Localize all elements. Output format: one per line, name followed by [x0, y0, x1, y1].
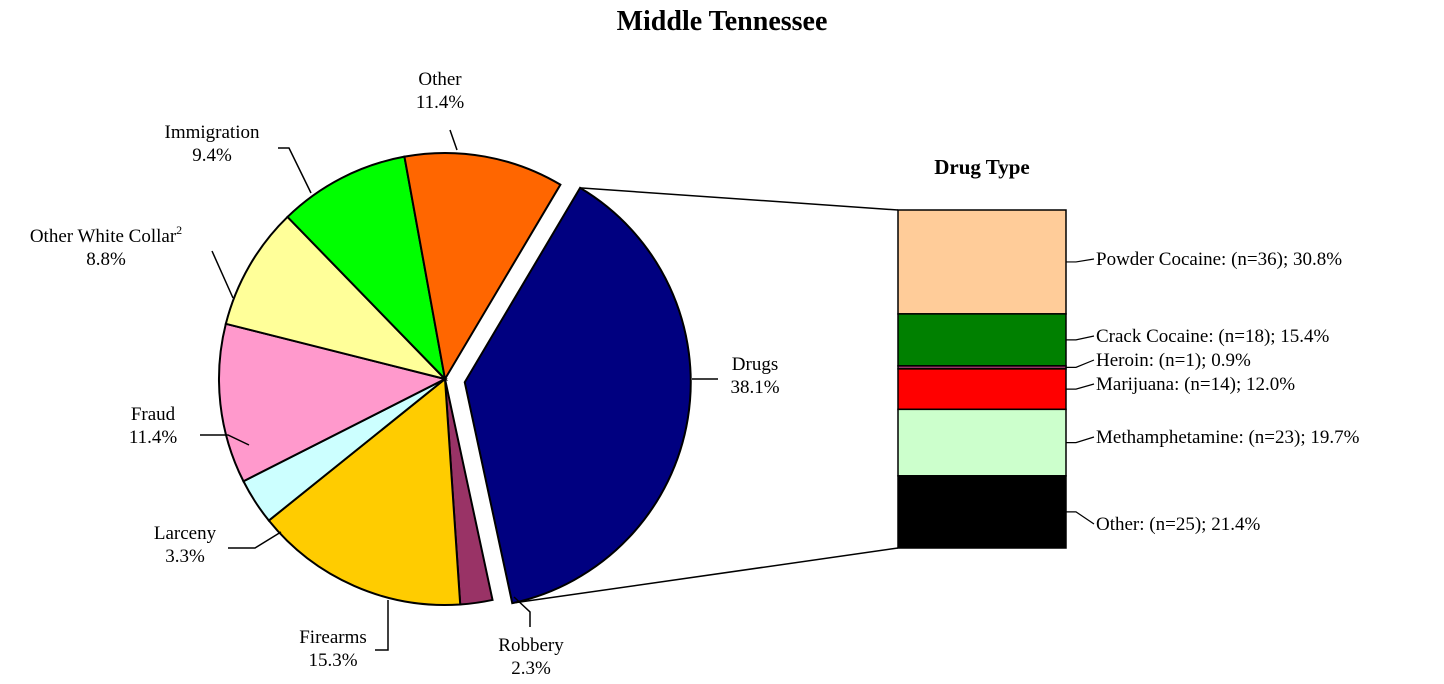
slice-label-larceny: Larceny — [154, 523, 217, 544]
pie-slice-other-white-collar — [224, 215, 449, 381]
pie-slice-firearms — [267, 377, 462, 606]
slice-label-superscript: 2 — [176, 223, 182, 237]
slice-value-immigration: 9.4% — [192, 145, 232, 166]
slice-value-other: 11.4% — [416, 92, 465, 113]
bar-label-marijuana: Marijuana: (n=14); 12.0% — [1096, 374, 1295, 395]
leader-line-fraud — [200, 434, 250, 446]
bar-label-powder-cocaine: Powder Cocaine: (n=36); 30.8% — [1096, 249, 1342, 270]
slice-label-drugs: Drugs — [732, 354, 778, 375]
leader-line-other-white-collar — [211, 250, 234, 299]
pie-slice-fraud — [218, 322, 448, 483]
slice-label-robbery: Robbery — [498, 635, 564, 656]
leader-line-larceny — [228, 531, 282, 549]
slice-value-robbery: 2.3% — [511, 658, 551, 679]
slice-label-other: Other — [418, 69, 462, 90]
pie-to-bar-connectors — [512, 187, 899, 604]
bar-leader-heroin — [1066, 359, 1095, 368]
bar-segment-powder-cocaine — [897, 209, 1067, 315]
slice-value-fraud: 11.4% — [129, 427, 178, 448]
bar-label-heroin: Heroin: (n=1); 0.9% — [1096, 350, 1251, 371]
slice-label-fraud: Fraud — [131, 404, 176, 425]
connector-bottom — [512, 547, 899, 604]
slice-value-other-white-collar: 8.8% — [86, 249, 126, 270]
chart-title: Middle Tennessee — [616, 6, 828, 37]
leader-line-immigration — [278, 147, 312, 194]
bar-leader-methamphetamine — [1066, 436, 1095, 444]
slice-value-firearms: 15.3% — [308, 650, 357, 671]
bar-label-other: Other: (n=25); 21.4% — [1096, 514, 1260, 535]
bar-leader-marijuana — [1066, 383, 1095, 390]
bar-segment-marijuana — [897, 368, 1067, 411]
leader-line-firearms — [375, 600, 389, 651]
leader-line-other — [449, 129, 458, 151]
pie-slice-immigration — [286, 155, 447, 383]
pie-chart — [218, 152, 692, 606]
slice-value-larceny: 3.3% — [165, 546, 205, 567]
bar-label-methamphetamine: Methamphetamine: (n=23); 19.7% — [1096, 427, 1360, 448]
slice-label-firearms: Firearms — [299, 627, 367, 648]
pie-slice-other — [403, 152, 562, 382]
bar-label-crack-cocaine: Crack Cocaine: (n=18); 15.4% — [1096, 326, 1330, 347]
bar-segment-methamphetamine — [897, 408, 1067, 477]
slice-value-drugs: 38.1% — [730, 377, 779, 398]
bar-segment-crack-cocaine — [897, 313, 1067, 367]
bar-segment-other — [897, 475, 1067, 549]
bar-leader-other — [1066, 511, 1095, 525]
drug-type-title: Drug Type — [934, 155, 1030, 179]
bar-leader-crack-cocaine — [1066, 335, 1095, 341]
bar-leader-powder-cocaine — [1066, 258, 1095, 263]
slice-label-other-white-collar: Other White Collar2 — [30, 223, 182, 247]
connector-top — [580, 187, 899, 211]
pie-slice-drugs — [463, 186, 692, 605]
leader-line-robbery — [513, 596, 531, 627]
drug-type-stacked-bar: Powder Cocaine: (n=36); 30.8% Crack Cocai… — [897, 209, 1360, 549]
slice-label-immigration: Immigration — [165, 122, 260, 143]
